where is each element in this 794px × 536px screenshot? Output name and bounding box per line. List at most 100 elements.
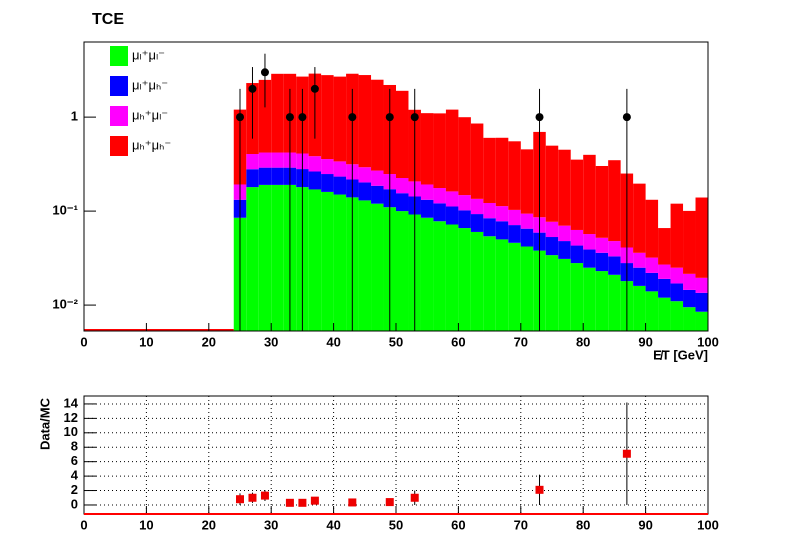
histogram-bar [670, 283, 684, 302]
histogram-bar [633, 252, 646, 268]
histogram-bar [683, 273, 696, 290]
legend-swatch [110, 76, 128, 96]
histogram-bar [558, 258, 571, 331]
histogram-bar [470, 123, 484, 199]
histogram-bar [470, 231, 484, 331]
histogram-bar [321, 174, 334, 192]
histogram-bar [583, 234, 596, 250]
histogram-bar [645, 257, 659, 273]
histogram-bar [371, 170, 384, 186]
histogram-bar [458, 195, 471, 211]
y-tick-label: 1 [71, 109, 78, 124]
histogram-bar [608, 274, 621, 331]
chart-title: TCE [92, 11, 124, 28]
histogram-bar [483, 236, 496, 331]
x-tick-label: 90 [638, 334, 652, 349]
data-point [535, 485, 544, 494]
histogram-bar [371, 79, 384, 171]
y-tick-label: 2 [71, 482, 78, 497]
histogram-bar [545, 221, 559, 238]
x-tick-label: 60 [451, 517, 465, 532]
histogram-bar [433, 221, 446, 331]
histogram-bar [308, 156, 322, 172]
histogram-bar [258, 184, 272, 331]
data-point [298, 113, 307, 122]
histogram-bar [520, 213, 534, 229]
histogram-bar [658, 264, 671, 279]
histogram-bar [570, 245, 584, 264]
y-tick-label: 10⁻² [52, 297, 78, 312]
legend-label: μₗ⁺μₕ⁻ [132, 77, 168, 92]
data-point [298, 498, 307, 507]
y-tick-label: 12 [64, 410, 78, 425]
x-tick-label: 0 [80, 334, 87, 349]
data-point [248, 493, 257, 502]
histogram-bar [271, 184, 284, 331]
histogram-bar [508, 242, 521, 331]
histogram-bar [683, 307, 696, 331]
histogram-bar [695, 277, 708, 293]
histogram-bar [658, 297, 671, 331]
x-tick-label: 70 [514, 517, 528, 532]
histogram-bar [483, 137, 496, 203]
histogram-bar [508, 141, 521, 210]
histogram-bar [520, 246, 534, 331]
histogram-bar [271, 152, 284, 168]
histogram-bar [608, 241, 621, 257]
histogram-bar [358, 182, 372, 201]
x-tick-label: 80 [576, 517, 590, 532]
histogram-bar [495, 206, 509, 222]
histogram-bar [358, 167, 372, 183]
legend-label: μₗ⁺μₗ⁻ [132, 47, 165, 62]
histogram-bar [371, 185, 384, 204]
histogram-bar [420, 184, 434, 200]
x-tick-label: 90 [638, 517, 652, 532]
histogram-bar [558, 241, 571, 259]
histogram-bar [333, 76, 347, 162]
histogram-bar [608, 160, 621, 242]
histogram-bar [420, 199, 434, 218]
legend-swatch [110, 106, 128, 126]
histogram-bar [433, 203, 446, 222]
x-tick-label: 60 [451, 334, 465, 349]
legend-label: μₕ⁺μₕ⁻ [132, 137, 171, 152]
histogram-bar [358, 200, 372, 331]
x-tick-label: 30 [264, 517, 278, 532]
histogram-bar [445, 224, 459, 331]
histogram-bar [483, 218, 496, 237]
data-point [410, 113, 419, 122]
y-tick-label: 14 [64, 395, 79, 410]
histogram-bar [558, 149, 571, 226]
histogram-bar [420, 217, 434, 331]
histogram-bar [321, 75, 334, 160]
y-tick-label: 8 [71, 439, 78, 454]
histogram-bar [258, 152, 272, 168]
y-tick-label: 10 [64, 424, 78, 439]
histogram-bar [595, 165, 609, 238]
x-tick-label: 10 [139, 517, 153, 532]
histogram-bar [570, 263, 584, 331]
histogram-bar [321, 191, 334, 331]
histogram-bar [396, 193, 409, 212]
histogram-bar [333, 194, 347, 331]
histogram-bar [583, 267, 596, 331]
data-point [260, 68, 269, 77]
histogram-bar [396, 90, 409, 179]
histogram-bar [470, 198, 484, 215]
histogram-bar [458, 117, 471, 196]
x-tick-label: 30 [264, 334, 278, 349]
histogram-bar [633, 183, 646, 253]
histogram-bar [246, 154, 259, 170]
histogram-bar [545, 255, 559, 331]
histogram-bar [420, 113, 434, 185]
histogram-bar [470, 214, 484, 232]
x-tick-label: 80 [576, 334, 590, 349]
histogram-bar [458, 210, 471, 229]
histogram-bar [645, 199, 659, 258]
x-tick-label: 20 [202, 334, 216, 349]
x-tick-label: 40 [326, 517, 340, 532]
histogram-bar [645, 291, 659, 331]
x-tick-label: 40 [326, 334, 340, 349]
histogram-bar [458, 228, 471, 331]
histogram-bar [670, 267, 684, 284]
